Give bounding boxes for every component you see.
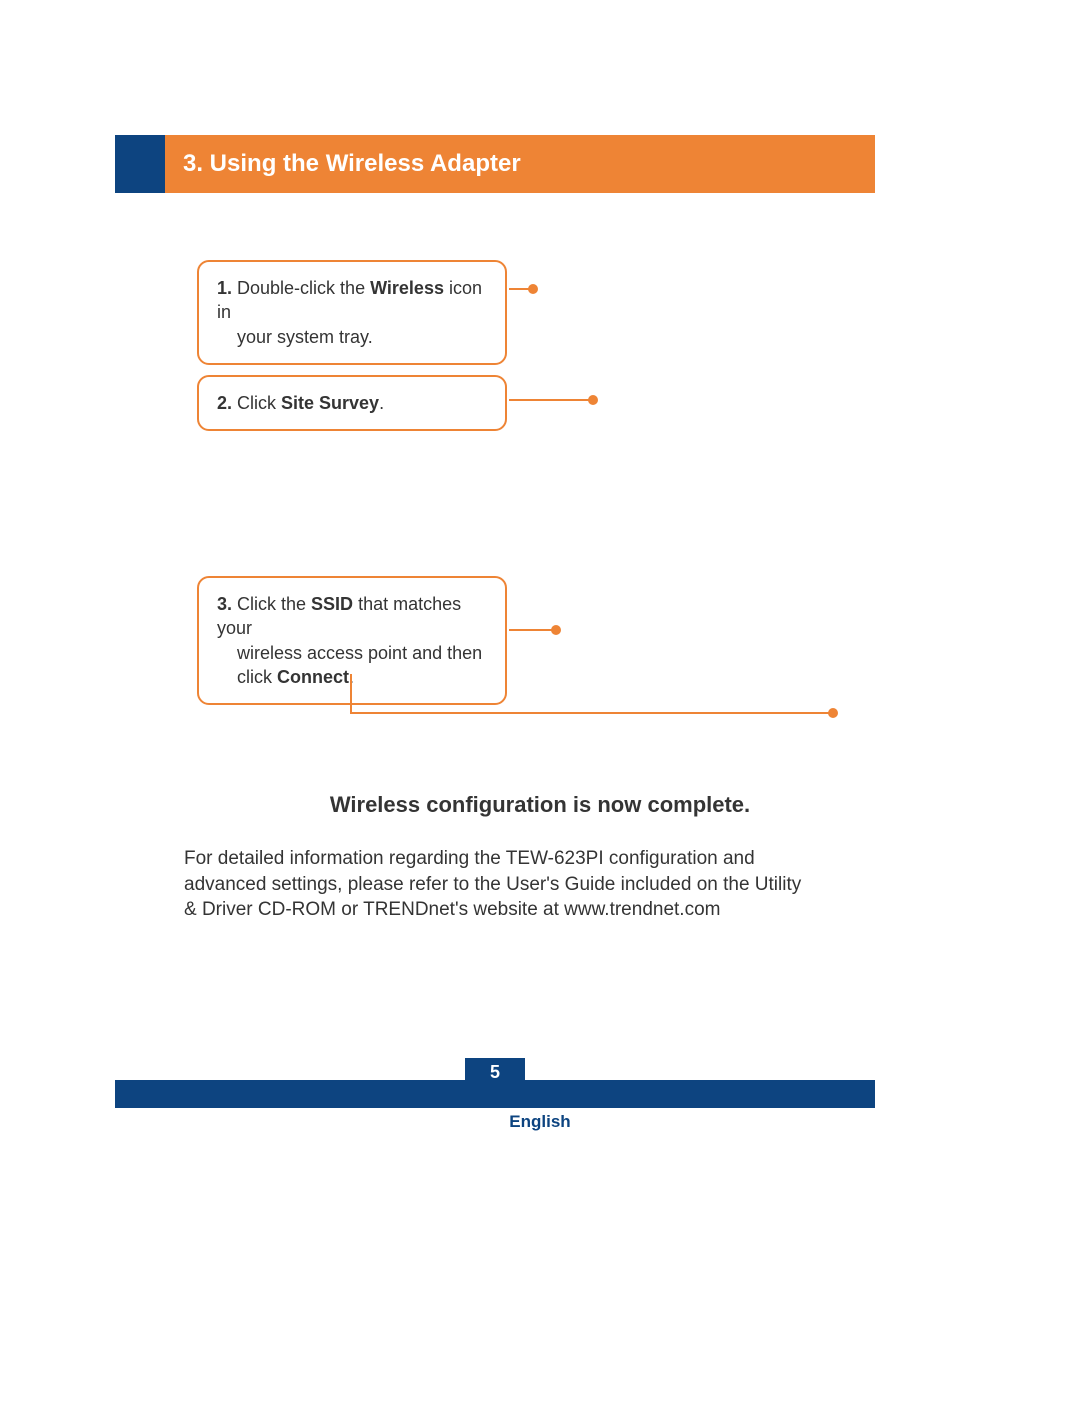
step-1-text-a: Double-click the	[232, 278, 370, 298]
connector-1-dot	[528, 284, 538, 294]
connector-2-dot	[588, 395, 598, 405]
step-3-number: 3.	[217, 594, 232, 614]
section-title-text: 3. Using the Wireless Adapter	[183, 150, 521, 178]
completion-body-text: For detailed information regarding the T…	[184, 848, 801, 920]
footer-bar	[115, 1080, 875, 1108]
step-2-text-a: Click	[232, 393, 281, 413]
connector-3a	[509, 629, 554, 631]
step-box-1: 1. Double-click the Wireless icon in you…	[197, 260, 507, 365]
connector-2	[509, 399, 591, 401]
document-page: 3. Using the Wireless Adapter 1. Double-…	[0, 0, 1080, 1412]
completion-heading-text: Wireless configuration is now complete.	[330, 792, 750, 817]
step-2-bold: Site Survey	[281, 393, 379, 413]
footer-language-text: English	[509, 1112, 570, 1131]
step-3-line2: wireless access point and then	[217, 641, 487, 665]
connector-3b-horizontal	[350, 712, 832, 714]
section-header: 3. Using the Wireless Adapter	[115, 135, 875, 193]
footer-language: English	[0, 1112, 1080, 1132]
step-box-2: 2. Click Site Survey.	[197, 375, 507, 431]
header-accent-block	[115, 135, 165, 193]
step-3-text-a: Click the	[232, 594, 311, 614]
connector-3b-vertical	[350, 674, 352, 712]
step-2-number: 2.	[217, 393, 232, 413]
step-2-text-b: .	[379, 393, 384, 413]
section-title: 3. Using the Wireless Adapter	[165, 135, 875, 193]
step-1-bold: Wireless	[370, 278, 444, 298]
connector-3b-dot	[828, 708, 838, 718]
step-3-line3a: click	[237, 667, 277, 687]
completion-heading: Wireless configuration is now complete.	[0, 792, 1080, 818]
step-1-number: 1.	[217, 278, 232, 298]
step-3-bold2: Connect	[277, 667, 349, 687]
step-3-bold1: SSID	[311, 594, 353, 614]
connector-3a-dot	[551, 625, 561, 635]
completion-body: For detailed information regarding the T…	[184, 846, 804, 923]
step-1-line2: your system tray.	[217, 325, 487, 349]
step-3-line3: click Connect.	[217, 665, 487, 689]
step-box-3: 3. Click the SSID that matches your wire…	[197, 576, 507, 705]
